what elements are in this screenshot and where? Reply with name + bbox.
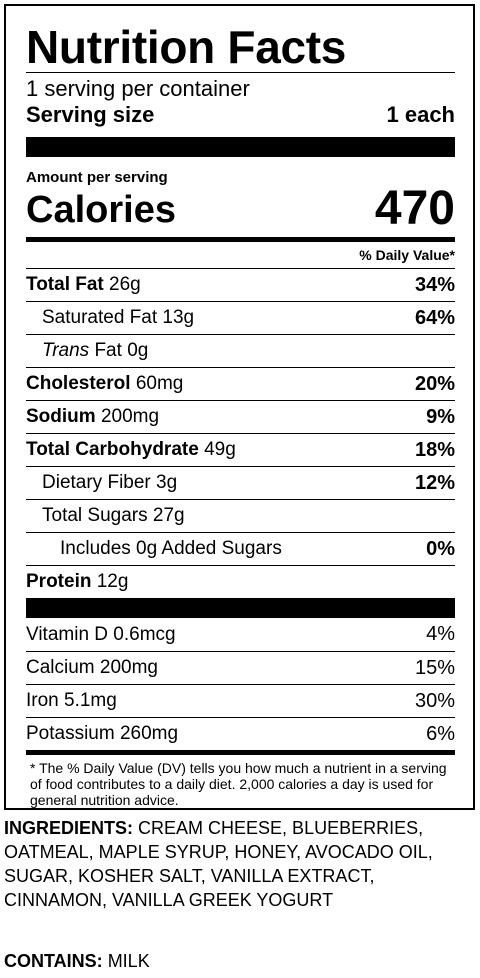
vitamin-text: Calcium 200mg: [26, 657, 158, 678]
nutrient-row-trans-fat: Trans Fat 0g: [26, 334, 455, 367]
medium-divider: [26, 237, 455, 242]
nutrient-amount: 13g: [162, 307, 195, 328]
nutrient-name: Total Fat: [26, 274, 104, 295]
nutrient-amount: 0g: [127, 340, 149, 361]
calories-label: Calories: [26, 189, 176, 231]
nutrient-name: Total Sugars: [42, 505, 148, 526]
thick-divider: [26, 137, 455, 157]
nutrient-dv: 0%: [426, 537, 455, 560]
calories-value: 470: [374, 182, 455, 235]
nutrient-amount: 26g: [109, 274, 141, 295]
allergen-statement: CONTAINS: MILK: [4, 952, 150, 970]
vitamin-text: Potassium 260mg: [26, 723, 179, 744]
vitamin-dv: 30%: [414, 689, 455, 712]
nutrient-row-protein: Protein 12g: [26, 565, 455, 598]
ingredients-heading: INGREDIENTS:: [4, 818, 134, 838]
serving-size-label: Serving size: [26, 102, 155, 127]
daily-value-footnote: * The % Daily Value (DV) tells you how m…: [30, 760, 447, 809]
label-title: Nutrition Facts: [26, 21, 347, 73]
nutrient-amount: 3g: [156, 472, 178, 493]
nutrient-name: Fat: [94, 340, 122, 361]
contains-heading: CONTAINS:: [4, 951, 103, 971]
thick-divider: [26, 598, 455, 618]
vitamin-dv: 4%: [426, 623, 455, 645]
nutrient-row-saturated-fat: Saturated Fat 13g 64%: [26, 301, 455, 334]
serving-size-row: Serving size 1 each: [26, 102, 455, 137]
vitamin-text: Iron 5.1mg: [26, 690, 117, 711]
nutrition-facts-label: Nutrition Facts 1 serving per container …: [4, 4, 475, 810]
nutrient-dv: 20%: [414, 372, 455, 395]
contains-text: MILK: [107, 951, 150, 971]
nutrient-dv: 18%: [414, 438, 455, 461]
nutrient-row-total-fat: Total Fat 26g 34%: [26, 268, 455, 301]
nutrient-amount: 12g: [96, 571, 129, 592]
nutrient-name: Total Carbohydrate: [26, 439, 199, 460]
nutrient-dv: 64%: [414, 306, 455, 329]
nutrient-row-dietary-fiber: Dietary Fiber 3g 12%: [26, 466, 455, 499]
servings-per-container: 1 serving per container: [26, 76, 250, 101]
nutrient-name-italic: Trans: [42, 340, 90, 361]
nutrient-dv: 9%: [426, 405, 455, 428]
vitamin-row-iron: Iron 5.1mg 30%: [26, 684, 455, 717]
serving-size-value: 1 each: [386, 102, 456, 127]
vitamin-row-calcium: Calcium 200mg 15%: [26, 651, 455, 684]
nutrient-name: Cholesterol: [26, 373, 131, 394]
nutrient-amount: 200mg: [100, 406, 160, 427]
amount-per-serving: Amount per serving: [26, 169, 168, 186]
nutrient-amount: 27g: [152, 505, 185, 526]
vitamin-dv: 6%: [426, 722, 455, 745]
nutrient-name: Saturated Fat: [42, 307, 158, 328]
nutrient-name: Protein: [26, 571, 92, 592]
vitamin-text: Vitamin D 0.6mcg: [26, 623, 176, 645]
ingredients-statement: INGREDIENTS: CREAM CHEESE, BLUEBERRIES, …: [4, 816, 474, 912]
nutrient-amount: 60mg: [135, 373, 184, 394]
vitamin-row-potassium: Potassium 260mg 6%: [26, 717, 455, 750]
vitamin-dv: 15%: [414, 656, 455, 679]
nutrient-row-sodium: Sodium 200mg 9%: [26, 400, 455, 433]
nutrient-text: Includes 0g Added Sugars: [60, 538, 282, 559]
nutrient-dv: 12%: [414, 471, 455, 494]
nutrient-row-total-carbohydrate: Total Carbohydrate 49g 18%: [26, 433, 455, 466]
nutrient-name: Dietary Fiber: [42, 472, 151, 493]
ingredients-text: CREAM CHEESE, BLUEBERRIES, OATMEAL, MAPL…: [4, 818, 433, 911]
nutrient-row-cholesterol: Cholesterol 60mg 20%: [26, 367, 455, 400]
daily-value-header: % Daily Value*: [359, 247, 455, 263]
divider: [26, 72, 455, 73]
vitamin-row-vitamin-d: Vitamin D 0.6mcg 4%: [26, 618, 455, 651]
nutrient-dv: 34%: [414, 273, 455, 296]
nutrient-amount: 49g: [204, 439, 236, 460]
nutrient-row-added-sugars: Includes 0g Added Sugars 0%: [26, 532, 455, 565]
medium-divider: [26, 750, 455, 755]
calories-row: Calories 470: [26, 185, 455, 233]
nutrient-row-total-sugars: Total Sugars 27g: [26, 499, 455, 532]
nutrient-name: Sodium: [26, 406, 96, 427]
